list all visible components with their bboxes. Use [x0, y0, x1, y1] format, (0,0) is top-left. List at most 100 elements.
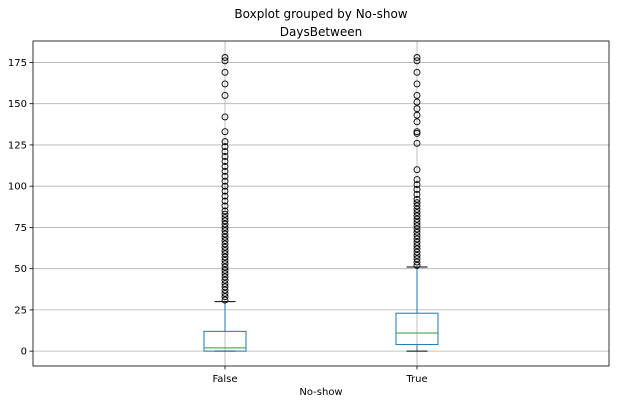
flier-point: [221, 280, 229, 287]
flier-point: [413, 225, 421, 233]
flier-point: [221, 250, 229, 258]
flier-point: [413, 111, 421, 119]
flier-point: [221, 289, 229, 297]
flier-point: [221, 227, 229, 235]
flier-point: [413, 219, 421, 226]
flier-point: [221, 197, 229, 205]
flier-point: [221, 273, 229, 281]
flier-point: [221, 263, 229, 271]
flier-point: [221, 143, 229, 151]
y-tick-label: 150: [8, 99, 27, 110]
box-iqr: [203, 330, 247, 352]
flier-point: [221, 240, 229, 248]
flier-point: [221, 128, 229, 136]
flier-point: [413, 255, 421, 263]
flier-point: [413, 222, 421, 230]
y-tick-label: 25: [14, 305, 27, 316]
flier-point: [413, 202, 421, 210]
flier-point: [413, 238, 421, 246]
flier-point: [221, 182, 229, 190]
flier-point: [413, 68, 421, 76]
axis-layer: 0 25 50 75 100 125 150 175 False True: [8, 40, 610, 385]
y-tick-label: 100: [8, 182, 27, 193]
flier-point: [413, 139, 421, 147]
chart-title: DaysBetween: [280, 25, 362, 39]
flier-point: [221, 293, 229, 301]
x-axis-label: No-show: [299, 387, 342, 398]
flier-point: [413, 186, 421, 193]
plot-frame: [32, 40, 610, 367]
flier-point: [221, 243, 229, 251]
flier-point: [221, 270, 229, 278]
flier-point: [221, 247, 229, 254]
flier-point: [413, 181, 421, 188]
flier-point: [221, 157, 229, 165]
y-tick-label: 75: [14, 223, 27, 234]
flier-point: [413, 258, 421, 266]
flier-point: [221, 260, 229, 268]
flier-point: [413, 128, 421, 136]
flier-point: [413, 105, 421, 113]
flier-point: [413, 215, 421, 223]
flier-point: [221, 223, 229, 231]
flier-point: [221, 57, 229, 65]
flier-point: [413, 205, 421, 213]
flier-point: [413, 176, 421, 184]
flier-point: [413, 57, 421, 65]
flier-point: [221, 68, 229, 76]
flier-point: [221, 138, 229, 146]
flier-point: [413, 212, 421, 220]
flier-point: [413, 199, 421, 207]
flier-point: [221, 187, 229, 195]
flier-point: [221, 192, 229, 200]
flier-point: [221, 233, 229, 241]
flier-point: [221, 276, 229, 284]
flier-point: [221, 113, 229, 121]
x-tick-label: True: [405, 374, 427, 385]
flier-point: [413, 190, 421, 198]
box-iqr: [395, 312, 439, 346]
flier-point: [221, 266, 229, 274]
flier-point: [221, 286, 229, 294]
flier-point: [221, 162, 229, 170]
grid-layer: [33, 41, 609, 366]
flier-point: [413, 248, 421, 256]
flier-point: [413, 209, 421, 217]
flier-point: [221, 202, 229, 210]
flier-point: [221, 207, 229, 215]
flier-point: [221, 177, 229, 185]
flier-point: [413, 166, 421, 174]
flier-point: [221, 210, 229, 218]
flier-point: [413, 91, 421, 99]
flier-point: [413, 261, 421, 269]
box-layer: [203, 54, 439, 352]
y-tick-label: 125: [8, 140, 27, 151]
chart-suptitle: Boxplot grouped by No-show: [234, 7, 407, 21]
flier-point: [413, 98, 421, 106]
flier-point: [221, 253, 229, 261]
flier-point: [413, 80, 421, 88]
flier-point: [413, 228, 421, 236]
flier-point: [221, 54, 229, 61]
y-tick-label: 50: [14, 264, 27, 275]
flier-point: [413, 245, 421, 253]
y-tick-label: 0: [21, 347, 27, 358]
y-tick-label: 175: [8, 58, 27, 69]
x-tick-label: False: [212, 374, 237, 385]
flier-point: [413, 118, 421, 126]
flier-point: [413, 252, 421, 259]
flier-point: [413, 54, 421, 61]
flier-point: [413, 195, 421, 203]
flier-point: [221, 167, 229, 175]
flier-point: [221, 80, 229, 88]
flier-point: [221, 237, 229, 245]
flier-point: [221, 283, 229, 291]
flier-point: [413, 232, 421, 240]
flier-point: [221, 214, 229, 221]
flier-point: [221, 220, 229, 228]
flier-point: [221, 153, 229, 160]
flier-point: [221, 172, 229, 180]
flier-point: [221, 256, 229, 264]
flier-point: [221, 217, 229, 225]
